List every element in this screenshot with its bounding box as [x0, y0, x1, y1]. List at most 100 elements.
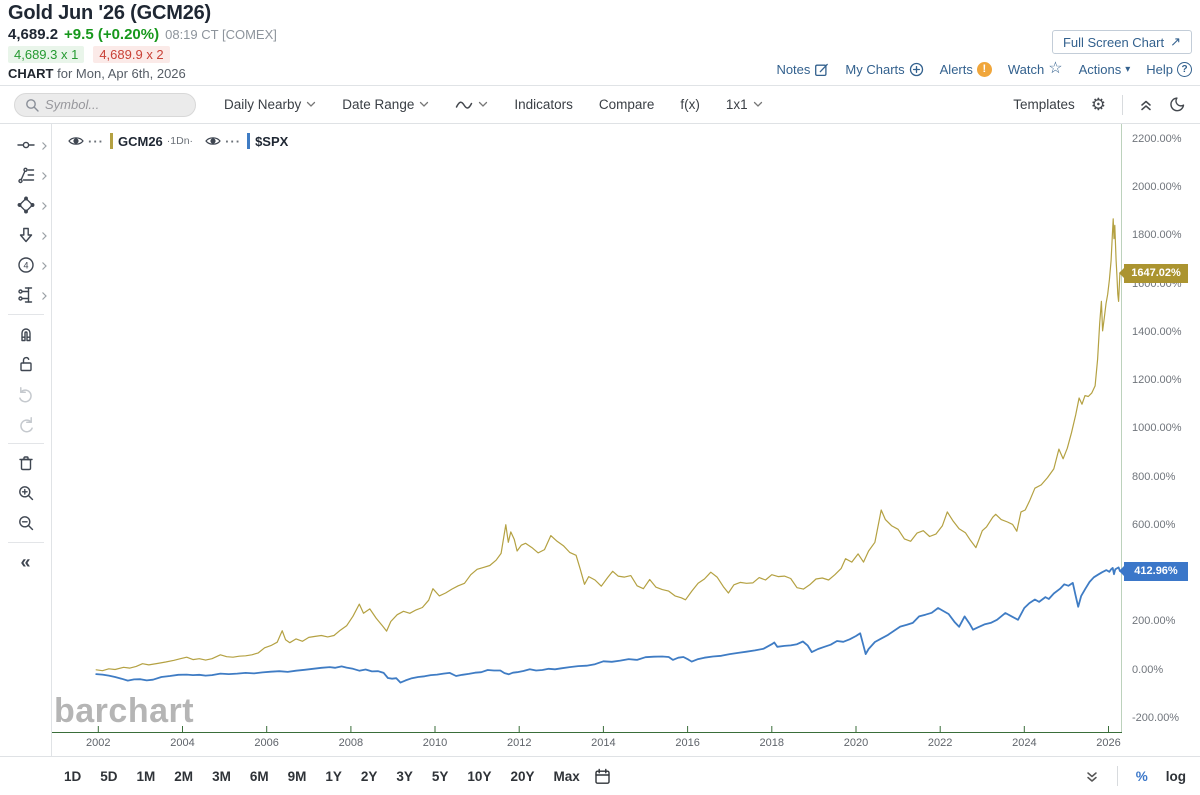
question-circle-icon: ?: [1177, 61, 1192, 77]
gear-icon[interactable]: ⚙: [1090, 95, 1106, 114]
range-button-1m[interactable]: 1M: [136, 768, 156, 784]
range-button-5d[interactable]: 5D: [100, 768, 118, 784]
range-button-6m[interactable]: 6M: [249, 768, 269, 784]
templates-label: Templates: [1013, 97, 1075, 112]
indicators-button[interactable]: Indicators: [514, 97, 573, 112]
functions-button[interactable]: f(x): [680, 97, 700, 112]
trash-icon: [18, 456, 33, 471]
trendline-tool[interactable]: [0, 160, 52, 190]
daily-nearby-label: Daily Nearby: [224, 97, 302, 112]
star-icon: ☆: [1048, 60, 1063, 77]
notes-link[interactable]: Notes: [776, 62, 829, 77]
y-axis-label: 200.00%: [1132, 615, 1176, 628]
zoom-out-tool[interactable]: [0, 508, 52, 538]
undo-tool[interactable]: [0, 379, 52, 409]
zoom-in-icon: [18, 486, 33, 501]
daily-nearby-dropdown[interactable]: Daily Nearby: [224, 97, 316, 112]
header: Gold Jun '26 (GCM26) 4,689.2 +9.5 (+0.20…: [0, 0, 1200, 86]
zoom-in-tool[interactable]: [0, 478, 52, 508]
y-axis-label: 1000.00%: [1132, 422, 1182, 435]
templates-button[interactable]: Templates: [1013, 97, 1075, 112]
chevron-right-icon: [41, 292, 47, 300]
magnet-icon: [20, 328, 31, 342]
delete-drawings-tool[interactable]: [0, 448, 52, 478]
symbol-search[interactable]: [14, 92, 196, 117]
range-button-5y[interactable]: 5Y: [431, 768, 449, 784]
notes-icon: [815, 63, 829, 76]
date-range-dropdown[interactable]: Date Range: [342, 97, 429, 112]
range-button-2y[interactable]: 2Y: [360, 768, 378, 784]
series-symbol-gcm26[interactable]: GCM26: [118, 133, 163, 149]
log-scale-toggle[interactable]: log: [1165, 768, 1186, 784]
actions-link[interactable]: Actions ▾: [1079, 62, 1131, 77]
shapes-tool[interactable]: [0, 190, 52, 220]
chevron-right-icon: [41, 172, 47, 180]
y-axis-label: 1200.00%: [1132, 374, 1182, 387]
range-buttons: 1D 5D 1M 2M 3M 6M 9M 1Y 2Y 3Y 5Y 10Y 20Y Max: [64, 769, 580, 784]
collapse-down-icon[interactable]: [1085, 769, 1099, 784]
magnet-tool[interactable]: [0, 319, 52, 349]
chart-toolbar: Daily Nearby Date Range Indicators Compa…: [0, 86, 1200, 124]
eye-icon[interactable]: [205, 135, 221, 147]
series-symbol-spx[interactable]: $SPX: [255, 133, 289, 149]
collapse-left-icon: «: [20, 551, 31, 572]
x-axis-label: 2020: [843, 737, 869, 749]
x-axis-label: 2022: [927, 737, 953, 749]
badge-pointer: [1119, 268, 1124, 279]
chart-legend: ··· GCM26 ·1Dn· ··· $SPX: [68, 131, 288, 151]
unlock-tool[interactable]: [0, 349, 52, 379]
arrow-marker-tool[interactable]: [0, 220, 52, 250]
chart-type-dropdown[interactable]: [455, 99, 488, 111]
range-button-20y[interactable]: 20Y: [510, 768, 535, 784]
alerts-link[interactable]: Alerts !: [940, 61, 992, 77]
series-options-icon[interactable]: ···: [225, 133, 242, 149]
y-axis-label: 2000.00%: [1132, 180, 1182, 193]
eye-icon[interactable]: [68, 135, 84, 147]
elliott-wave-tool[interactable]: 4: [0, 250, 52, 280]
range-button-1d[interactable]: 1D: [64, 768, 82, 784]
percent-scale-toggle[interactable]: %: [1135, 768, 1148, 784]
x-axis-label: 2014: [591, 737, 616, 749]
my-charts-link[interactable]: My Charts: [845, 62, 923, 77]
trendline-tool-icon: [17, 167, 34, 184]
tools-divider: [7, 314, 44, 315]
series-options-icon[interactable]: ···: [88, 133, 104, 149]
date-range-label: Date Range: [342, 97, 415, 112]
dark-mode-moon-icon[interactable]: [1169, 96, 1186, 113]
cursor-tool[interactable]: [0, 130, 52, 160]
actions-label: Actions: [1078, 61, 1122, 77]
measure-tool[interactable]: [0, 280, 52, 310]
chart-canvas[interactable]: [52, 124, 1122, 733]
chevron-down-icon: [420, 101, 429, 107]
help-link[interactable]: Help ?: [1146, 61, 1192, 77]
bid-ask-row: 4,689.3 x 1 4,689.9 x 2: [8, 46, 277, 63]
chevron-down-icon: [753, 101, 762, 107]
symbol-input[interactable]: [45, 97, 175, 112]
undo-icon: [18, 387, 32, 403]
range-button-9m[interactable]: 9M: [287, 768, 307, 784]
x-axis: 2002 2004 2006 2008 2010 2012 2014 2016 2018 2020…: [52, 733, 1122, 756]
compare-button[interactable]: Compare: [599, 97, 655, 112]
shapes-tool-icon: [17, 196, 34, 214]
grid-layout-dropdown[interactable]: 1x1: [726, 97, 763, 112]
redo-tool[interactable]: [0, 409, 52, 439]
chart-for: CHART for Mon, Apr 6th, 2026: [8, 66, 277, 81]
range-button-3m[interactable]: 3M: [212, 768, 231, 784]
collapse-sidebar-button[interactable]: «: [0, 547, 52, 577]
y-axis-label: -200.00%: [1132, 712, 1180, 724]
range-button-1y[interactable]: 1Y: [325, 768, 342, 784]
range-button-3y[interactable]: 3Y: [396, 768, 413, 784]
range-button-10y[interactable]: 10Y: [467, 768, 492, 784]
notes-label: Notes: [776, 61, 811, 77]
calendar-button[interactable]: [594, 768, 611, 785]
drawing-toolbar: 4: [0, 124, 52, 756]
range-button-max[interactable]: Max: [553, 768, 580, 784]
watch-link[interactable]: Watch ☆: [1008, 61, 1063, 77]
caret-down-icon: ▾: [1125, 63, 1131, 75]
bid-quote: 4,689.3 x 1: [8, 46, 85, 63]
x-axis-label: 2008: [338, 737, 364, 749]
fullscreen-button[interactable]: Full Screen Chart ↗: [1051, 30, 1192, 54]
range-button-2m[interactable]: 2M: [174, 768, 194, 784]
collapse-up-icon[interactable]: [1139, 97, 1153, 112]
last-value-badge: 412.96%: [1119, 561, 1188, 581]
